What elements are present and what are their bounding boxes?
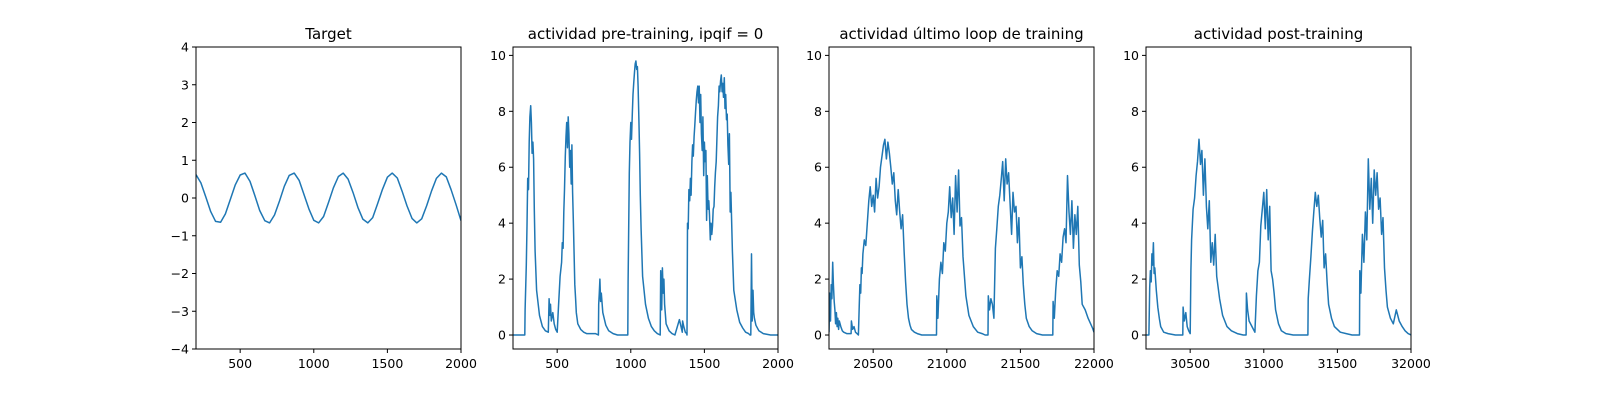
y-tick-label: 2 (498, 272, 506, 287)
axes-frame (195, 46, 462, 350)
x-tick-label: 2000 (762, 356, 794, 371)
y-tick-label: 6 (814, 160, 822, 175)
panel-title: actividad post-training (1194, 25, 1363, 43)
y-tick-label: 2 (814, 272, 822, 287)
x-tick-label: 1000 (298, 356, 330, 371)
panel-last-training-loop: 20500 21000 21500 22000 0 2 4 6 8 10 actividad últ… (806, 25, 1114, 371)
y-tick-label: 6 (1131, 160, 1139, 175)
y-tick-label: 10 (490, 48, 506, 63)
panel-title: Target (304, 25, 352, 43)
x-tick-label: 21500 (1001, 356, 1041, 371)
y-tick-label: −4 (171, 342, 189, 357)
x-tick-label: 500 (545, 356, 569, 371)
y-tick-label: −1 (171, 228, 189, 243)
x-tick-label: 31500 (1318, 356, 1358, 371)
y-tick-label: 2 (1131, 272, 1139, 287)
y-tick-label: −3 (171, 304, 189, 319)
x-tick-label: 20500 (853, 356, 893, 371)
y-tick-label: 0 (814, 328, 822, 343)
y-tick-label: 2 (181, 115, 189, 130)
y-tick-label: 0 (498, 328, 506, 343)
axes-frame (1145, 46, 1412, 350)
y-tick-label: 8 (814, 104, 822, 119)
panel-target: 500 1000 1500 2000 −4 −3 −2 −1 0 1 2 3 4 Target (171, 25, 477, 371)
x-tick-label: 30500 (1170, 356, 1210, 371)
series-line-0-0 (196, 172, 461, 224)
y-tick-label: 10 (1123, 48, 1139, 63)
y-tick-label: 3 (181, 77, 189, 92)
panel-title: actividad pre-training, ipqif = 0 (528, 25, 764, 43)
y-tick-label: 1 (181, 153, 189, 168)
series-line-2-0 (829, 138, 1094, 336)
y-tick-label: 0 (181, 191, 189, 206)
x-tick-label: 1000 (615, 356, 647, 371)
y-tick-label: 8 (1131, 104, 1139, 119)
x-tick-label: 1500 (371, 356, 403, 371)
x-tick-label: 22000 (1074, 356, 1114, 371)
axes-frame (512, 46, 779, 350)
x-tick-label: 500 (228, 356, 252, 371)
y-tick-label: 6 (498, 160, 506, 175)
x-tick-label: 1500 (688, 356, 720, 371)
y-tick-label: 4 (1131, 216, 1139, 231)
y-tick-label: 4 (498, 216, 506, 231)
x-tick-label: 32000 (1391, 356, 1431, 371)
y-tick-label: 0 (1131, 328, 1139, 343)
series-line-3-0 (1146, 138, 1411, 336)
y-tick-label: 10 (806, 48, 822, 63)
y-tick-label: 4 (814, 216, 822, 231)
y-tick-label: −2 (171, 266, 189, 281)
y-tick-label: 4 (181, 40, 189, 55)
x-tick-label: 21000 (927, 356, 967, 371)
panel-pre-training: 500 1000 1500 2000 0 2 4 6 8 10 actividad pre-trai… (490, 25, 794, 371)
panel-post-training: 30500 31000 31500 32000 0 2 4 6 8 10 actividad pos… (1123, 25, 1431, 371)
series-line-1-0 (513, 60, 778, 336)
x-tick-label: 2000 (445, 356, 477, 371)
y-tick-label: 8 (498, 104, 506, 119)
panel-title: actividad último loop de training (839, 25, 1083, 43)
x-tick-label: 31000 (1244, 356, 1284, 371)
axes-frame (828, 46, 1095, 350)
